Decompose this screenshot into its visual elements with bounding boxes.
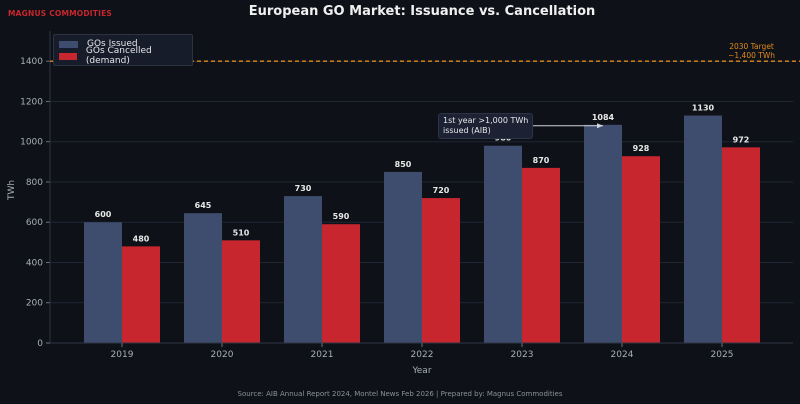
bar-cancelled [122, 246, 160, 343]
value-label-cancelled: 510 [233, 228, 250, 237]
bar-cancelled [622, 156, 660, 343]
bar-issued [684, 115, 722, 344]
legend-label-cancelled: GOs Cancelled (demand) [85, 46, 152, 66]
value-label-issued: 730 [295, 184, 312, 193]
y-tick-label: 600 [26, 218, 43, 228]
bar-issued [184, 213, 222, 343]
target-label-line2: ~1,400 TWh [728, 51, 775, 60]
value-label-cancelled: 720 [433, 186, 450, 195]
y-tick-label: 800 [26, 178, 43, 188]
value-label-issued: 1084 [592, 113, 615, 122]
value-label-issued: 645 [195, 201, 212, 210]
value-label-cancelled: 480 [133, 234, 150, 243]
chart-title: European GO Market: Issuance vs. Cancell… [248, 4, 596, 19]
brand-logo-text: MAGNUS COMMODITIES [8, 9, 113, 18]
milestone-annotation: 1st year >1,000 TWh issued (AIB) [438, 113, 534, 139]
legend-label-issued: GOs Issued [87, 39, 138, 49]
bar-cancelled [522, 167, 560, 343]
bar-issued [584, 124, 622, 343]
axes: 0 200 400 600 800 1000 1200 1400 2019 2020 2021 202… [20, 31, 800, 360]
y-tick-label: 1000 [20, 138, 43, 148]
legend: GOs Issued GOs Cancelled (demand) [53, 34, 193, 66]
x-tick-label: 2019 [111, 350, 134, 360]
value-label-issued: 850 [395, 160, 412, 169]
bar-issued [284, 196, 322, 343]
y-tick-label: 200 [26, 299, 43, 309]
x-tick-label: 2021 [311, 350, 334, 360]
annotation-line1: 1st year >1,000 TWh [443, 116, 529, 125]
x-tick-label: 2025 [711, 350, 734, 360]
y-tick-label: 400 [26, 258, 43, 268]
annotation-arrowhead [597, 123, 603, 129]
x-tick-label: 2024 [611, 350, 634, 360]
source-footer: Source: AIB Annual Report 2024, Montel N… [237, 390, 563, 398]
bar-cancelled [322, 224, 360, 343]
x-tick-label: 2020 [211, 350, 234, 360]
legend-item-issued: GOs Issued [59, 38, 138, 50]
bar-issued [384, 171, 422, 343]
value-label-cancelled: 590 [333, 212, 350, 221]
bars [84, 115, 760, 344]
value-label-cancelled: 972 [733, 135, 750, 144]
legend-item-cancelled: GOs Cancelled (demand) [59, 46, 192, 66]
annotation-line2: issued (AIB) [443, 126, 491, 135]
y-tick-label: 1400 [20, 57, 43, 67]
y-tick-label: 1200 [20, 97, 43, 107]
target-annotation: 2030 Target ~1,400 TWh [728, 42, 775, 60]
x-axis-label: Year [411, 366, 431, 376]
bar-cancelled [222, 240, 260, 343]
bar-issued [84, 222, 122, 343]
value-label-issued: 1130 [692, 104, 715, 113]
bar-issued [484, 145, 522, 343]
value-label-cancelled: 928 [633, 144, 650, 153]
target-label-line1: 2030 Target [729, 42, 774, 51]
value-label-cancelled: 870 [533, 156, 550, 165]
legend-swatch-cancelled [59, 52, 77, 60]
legend-swatch-issued [59, 40, 78, 48]
y-axis-label: TWh [7, 180, 17, 201]
bar-cancelled [422, 198, 460, 343]
x-tick-label: 2023 [511, 350, 534, 360]
bar-cancelled [722, 147, 760, 343]
value-label-issued: 600 [95, 210, 112, 219]
x-tick-label: 2022 [411, 350, 434, 360]
y-tick-label: 0 [37, 339, 43, 349]
